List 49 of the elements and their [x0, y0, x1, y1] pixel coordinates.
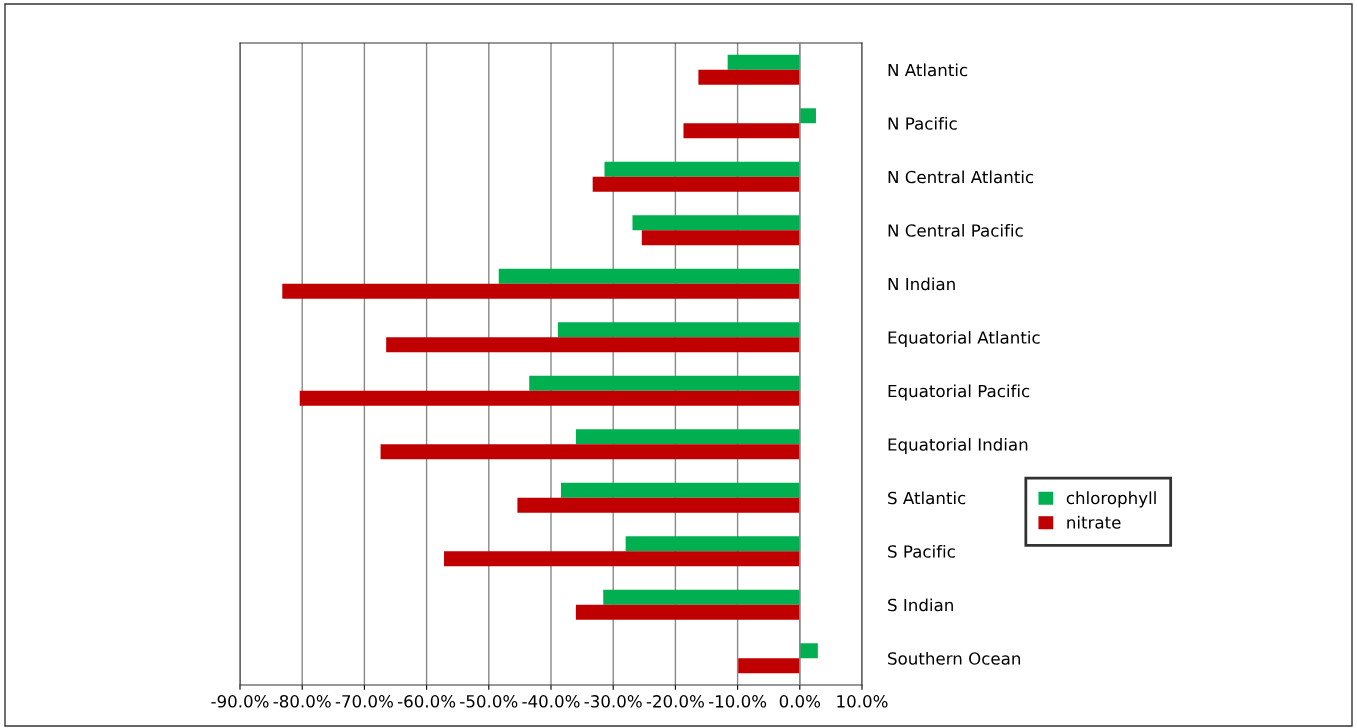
bar: [498, 268, 800, 284]
bar: [282, 283, 800, 299]
y-tick-label: N Central Atlantic: [888, 170, 1034, 184]
y-tick-label: Equatorial Pacific: [888, 384, 1030, 401]
bar: [560, 482, 800, 498]
x-tick-label: -90.0%: [211, 695, 269, 708]
y-tick-label: S Atlantic: [888, 491, 966, 505]
bar: [592, 176, 800, 192]
legend-label: chlorophyll: [1066, 491, 1156, 508]
y-tick-label: N Central Pacific: [888, 223, 1023, 237]
bar: [799, 108, 816, 124]
x-tick-label: 0.0%: [779, 695, 821, 708]
y-tick-label: Southern Ocean: [888, 651, 1021, 665]
x-tick-label: -70.0%: [335, 695, 393, 708]
bar: [603, 589, 800, 605]
bar: [575, 604, 800, 620]
y-tick-label: N Atlantic: [888, 63, 968, 77]
bar: [641, 230, 800, 246]
x-tick-label: -20.0%: [646, 695, 704, 708]
y-tick-label: S Pacific: [888, 544, 955, 558]
bar: [299, 390, 800, 406]
bar: [738, 658, 800, 674]
bar: [799, 643, 818, 659]
bar: [698, 69, 800, 85]
x-tick-label: -30.0%: [584, 695, 642, 708]
bar: [625, 536, 800, 552]
bar: [444, 551, 800, 567]
x-tick-label: -50.0%: [460, 695, 518, 708]
bar: [517, 497, 800, 513]
bar: [632, 215, 800, 231]
x-tick-label: 10.0%: [837, 695, 888, 708]
bar: [727, 54, 800, 70]
x-tick-label: -60.0%: [397, 695, 456, 708]
bar: [529, 375, 800, 391]
y-tick-label: Equatorial Atlantic: [888, 330, 1040, 348]
bar: [604, 161, 800, 177]
y-tick-label: Equatorial Indian: [888, 437, 1028, 455]
bar: [380, 444, 800, 460]
x-tick-label: -10.0%: [708, 695, 767, 708]
y-tick-label: S Indian: [888, 598, 953, 612]
bar: [557, 322, 800, 338]
bar: [386, 337, 800, 353]
legend-label: nitrate: [1067, 515, 1121, 529]
x-tick-label: -40.0%: [522, 695, 580, 708]
x-tick-label: -80.0%: [273, 695, 331, 708]
bar: [683, 123, 800, 139]
bar: [575, 429, 800, 445]
y-tick-label: N Pacific: [888, 116, 957, 130]
y-tick-label: N Indian: [888, 277, 955, 291]
